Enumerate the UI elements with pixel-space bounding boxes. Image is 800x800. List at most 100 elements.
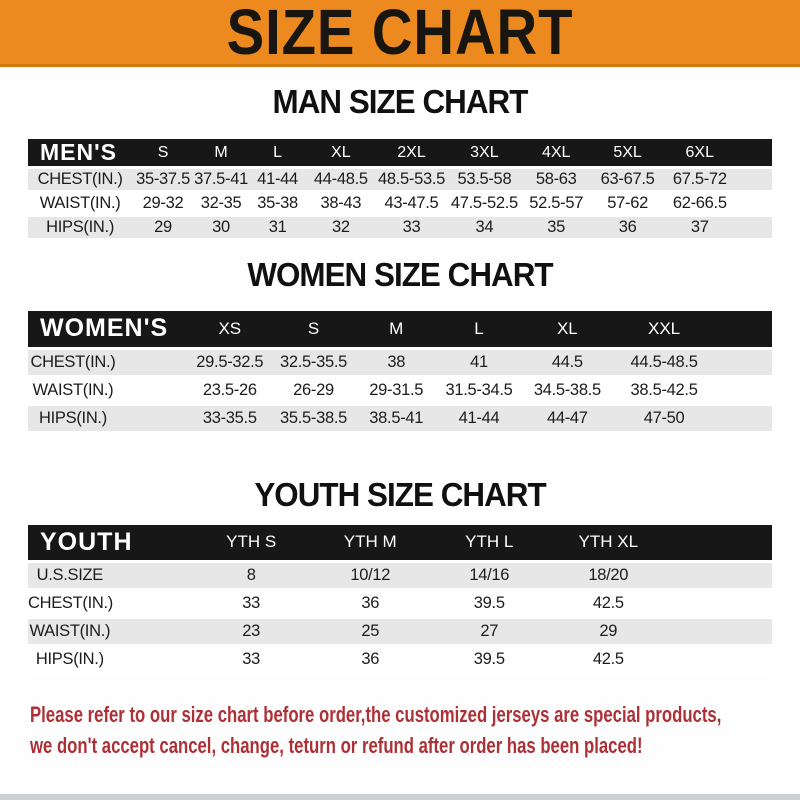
size-value: 34.5-38.5: [533, 380, 601, 399]
men-size-section: MAN SIZE CHART MEN'S S M L XL 2XL 3XL 4XL 5XL 6XL…: [0, 85, 800, 241]
row-spacer: [736, 192, 772, 216]
table-title: WOMEN'S: [40, 314, 169, 343]
table-row: CHEST(IN.) 29.5-32.5 32.5-35.5 38 41 44.5 44.5…: [28, 348, 772, 376]
table-row: HIPS(IN.) 29 30 31 32 33 34 35 36 37: [28, 215, 772, 240]
column-header: M: [214, 143, 228, 161]
column-header: S: [157, 143, 169, 161]
size-value: 34: [475, 218, 494, 236]
table-row: WAIST(IN.) 29-32 32-35 35-38 38-43 43-47.5 47.…: [28, 192, 772, 216]
size-value: 41-44: [257, 170, 298, 188]
footer-note-line-2: we don't accept cancel, change, teturn o…: [30, 733, 643, 758]
size-value: 10/12: [350, 566, 391, 584]
size-value: 33-35.5: [202, 408, 257, 427]
column-header: 6XL: [685, 143, 714, 161]
size-value: 36: [361, 594, 380, 612]
size-value: 30: [212, 218, 230, 236]
column-header: XS: [218, 318, 242, 338]
row-spacer: [668, 646, 772, 674]
row-label: CHEST(IN.): [37, 170, 123, 188]
column-header: YTH L: [465, 532, 514, 552]
women-size-table: WOMEN'S XS S M L XL XXL CHEST(IN.) 29.5-32.5 32.…: [28, 311, 772, 434]
table-row: HIPS(IN.) 33 36 39.5 42.5: [28, 646, 772, 674]
column-header: XL: [556, 318, 578, 338]
column-header: XXL: [647, 318, 681, 338]
row-label: U.S.SIZE: [36, 566, 104, 584]
size-value: 23.5-26: [202, 380, 257, 399]
row-label: HIPS(IN.): [35, 650, 104, 668]
size-value: 8: [246, 566, 256, 584]
size-value: 27: [480, 622, 499, 640]
column-header: YTH M: [343, 532, 397, 552]
row-spacer: [714, 348, 772, 376]
column-header: 3XL: [470, 143, 499, 161]
size-value: 32: [331, 218, 350, 236]
size-value: 36: [361, 650, 380, 668]
men-section-heading: MAN SIZE CHART: [272, 83, 529, 120]
row-spacer: [736, 216, 772, 240]
row-spacer: [668, 562, 772, 590]
size-value: 41-44: [458, 408, 500, 427]
youth-section-heading: YOUTH SIZE CHART: [254, 475, 546, 513]
row-label: WAIST(IN.): [29, 622, 111, 640]
column-header: 2XL: [397, 143, 426, 161]
size-value: 29: [154, 218, 172, 236]
size-value: 44-48.5: [313, 170, 368, 188]
row-label: HIPS(IN.): [39, 408, 107, 427]
women-size-section: WOMEN SIZE CHART WOMEN'S XS S M L XL XXL CHEST…: [0, 258, 800, 434]
size-value: 38.5-41: [369, 408, 424, 427]
size-value: 42.5: [592, 650, 624, 668]
size-value: 62-66.5: [672, 194, 727, 212]
size-value: 42.5: [592, 594, 624, 612]
size-value: 47-50: [643, 408, 685, 427]
size-value: 31: [268, 218, 287, 236]
women-section-heading: WOMEN SIZE CHART: [247, 256, 553, 293]
footer-note-line-1: Please refer to our size chart before or…: [30, 702, 722, 727]
size-value: 58-63: [535, 170, 577, 188]
column-header: M: [389, 318, 404, 338]
size-value: 23: [242, 622, 261, 640]
youth-size-section: YOUTH SIZE CHART YOUTH YTH S YTH M YTH L YTH…: [0, 475, 800, 676]
row-spacer: [714, 376, 772, 404]
row-label: WAIST(IN.): [32, 380, 114, 399]
size-value: 29: [599, 622, 618, 640]
row-label: CHEST(IN.): [28, 594, 113, 612]
size-value: 29.5-32.5: [196, 352, 264, 371]
size-value: 32-35: [200, 194, 242, 212]
column-header: S: [307, 318, 320, 338]
size-value: 44-47: [546, 408, 588, 427]
size-value: 32.5-35.5: [279, 352, 347, 371]
size-value: 35.5-38.5: [279, 408, 347, 427]
size-value: 53.5-58: [457, 170, 512, 188]
row-label: HIPS(IN.): [46, 218, 115, 236]
size-value: 31.5-34.5: [445, 380, 513, 399]
size-value: 44.5: [551, 352, 583, 371]
table-row: U.S.SIZE 8 10/12 14/16 18/20: [28, 561, 772, 590]
women-table-header-row: WOMEN'S XS S M L XL XXL: [28, 311, 772, 348]
size-value: 29-32: [142, 194, 184, 212]
size-value: 38.5-42.5: [630, 380, 698, 399]
youth-table-header-row: YOUTH YTH S YTH M YTH L YTH XL: [28, 524, 772, 562]
size-value: 41: [470, 352, 488, 371]
column-header: YTH S: [226, 532, 277, 552]
header-spacer: [714, 311, 772, 348]
size-value: 25: [361, 622, 380, 640]
size-value: 57-62: [607, 194, 648, 212]
table-title: YOUTH: [40, 527, 133, 556]
footer-note: Please refer to our size chart before or…: [30, 699, 800, 761]
men-table-header-row: MEN'S S M L XL 2XL 3XL 4XL 5XL 6XL: [28, 139, 772, 168]
size-value: 14/16: [469, 566, 510, 584]
table-row: HIPS(IN.) 33-35.5 35.5-38.5 38.5-41 41-44 44-…: [28, 404, 772, 432]
column-header: YTH XL: [578, 532, 639, 552]
size-value: 33: [242, 594, 261, 612]
header-spacer: [736, 139, 772, 168]
youth-size-table: YOUTH YTH S YTH M YTH L YTH XL U.S.SIZE 8 10/1…: [28, 524, 772, 676]
row-label: CHEST(IN.): [30, 352, 116, 371]
size-chart-banner: SIZE CHART: [0, 0, 800, 67]
size-value: 36: [618, 218, 637, 236]
table-row: CHEST(IN.) 33 36 39.5 42.5: [28, 590, 772, 618]
size-value: 37.5-41: [194, 170, 248, 188]
banner-title: SIZE CHART: [226, 0, 574, 68]
size-value: 37: [690, 218, 709, 236]
size-value: 38: [387, 352, 406, 371]
